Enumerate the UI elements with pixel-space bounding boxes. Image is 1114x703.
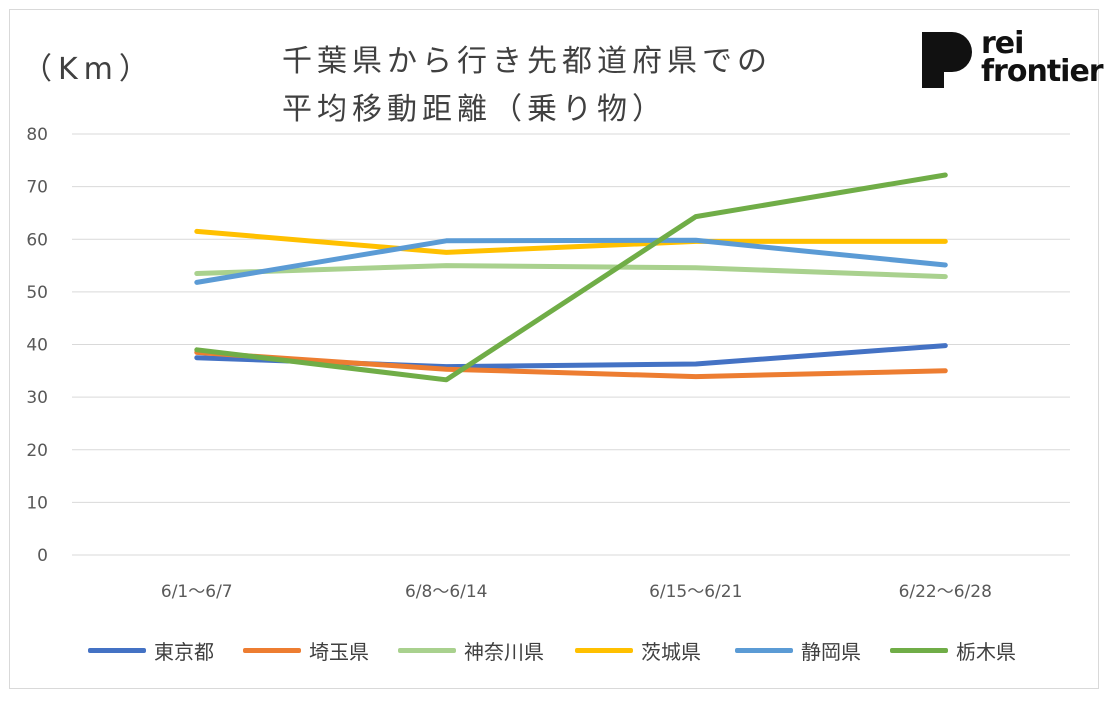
legend-item: 栃木県: [890, 630, 1016, 670]
chart-title-line2: 平均移動距離（乗り物）: [282, 92, 667, 127]
chart-title: 千葉県から行き先都道府県での 平均移動距離（乗り物）: [282, 38, 772, 134]
x-tick-label: 6/22〜6/28: [899, 582, 992, 602]
y-tick-label: 40: [26, 336, 48, 356]
legend-swatch: [735, 647, 793, 653]
legend-label: 茨城県: [641, 639, 701, 664]
y-tick-label: 30: [26, 388, 48, 408]
legend-swatch: [575, 647, 633, 653]
logo-line1: rei: [981, 26, 1024, 61]
legend-label: 埼玉県: [309, 639, 369, 664]
series-line-1: [194, 349, 948, 380]
legend-swatch: [398, 647, 456, 653]
series-line-5: [194, 172, 948, 383]
y-tick-label: 80: [26, 125, 48, 145]
x-axis-ticks: 6/1〜6/7 6/8〜6/14 6/15〜6/21 6/22〜6/28: [161, 582, 992, 602]
legend-item: 埼玉県: [243, 630, 369, 670]
legend-label: 神奈川県: [464, 639, 544, 664]
logo-line2: frontier: [981, 54, 1104, 89]
y-tick-label: 0: [37, 546, 48, 566]
series-line-3: [194, 228, 948, 255]
y-axis-ticks: 0 10 20 30 40 50 60 70 80: [26, 125, 48, 566]
y-axis-unit-label: （Km）: [22, 52, 155, 87]
y-tick-label: 50: [26, 283, 48, 303]
legend-swatch: [88, 647, 146, 653]
rei-frontier-logo-icon: [922, 32, 972, 88]
legend-item: 神奈川県: [398, 630, 544, 670]
legend-item: 東京都: [88, 630, 214, 670]
x-tick-label: 6/8〜6/14: [405, 582, 488, 602]
x-tick-label: 6/1〜6/7: [161, 582, 233, 602]
legend-item: 茨城県: [575, 630, 701, 670]
legend-item: 静岡県: [735, 630, 861, 670]
y-tick-label: 70: [26, 178, 48, 198]
series-line-2: [194, 263, 948, 280]
logo-wordmark: rei frontier: [981, 26, 1104, 89]
y-tick-label: 20: [26, 441, 48, 461]
gridlines: [72, 133, 1070, 556]
y-tick-label: 60: [26, 230, 48, 250]
y-tick-label: 10: [26, 493, 48, 513]
legend-label: 東京都: [154, 639, 214, 664]
series-lines: [194, 172, 948, 383]
legend-label: 栃木県: [956, 639, 1016, 664]
legend-label: 静岡県: [801, 639, 861, 664]
legend-swatch: [890, 647, 948, 653]
x-tick-label: 6/15〜6/21: [649, 582, 742, 602]
legend: 東京都 埼玉県 神奈川県 茨城県 静岡県 栃木県: [0, 630, 1114, 670]
series-line-4: [194, 237, 948, 285]
chart-title-line1: 千葉県から行き先都道府県での: [282, 44, 772, 79]
legend-swatch: [243, 647, 301, 653]
